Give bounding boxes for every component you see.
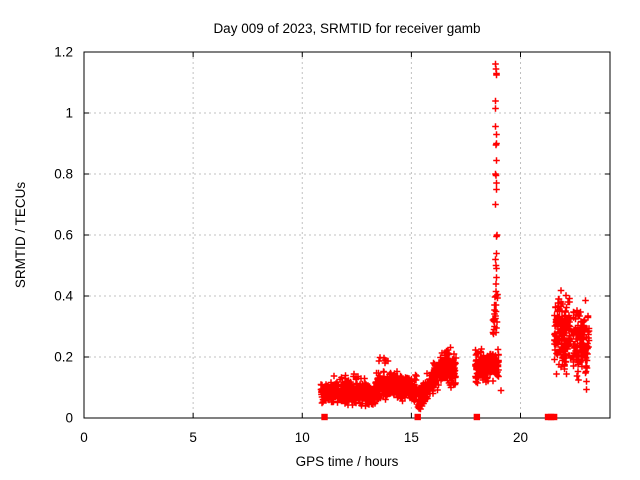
svg-text:15: 15 [404,430,419,445]
svg-text:0.4: 0.4 [54,289,73,304]
baseline-event-markers [321,413,558,421]
y-axis-label: SRMTID / TECUs [13,182,28,289]
svg-text:0.8: 0.8 [54,167,73,182]
svg-text:0.2: 0.2 [54,350,73,365]
gridlines [84,52,610,418]
chart-title: Day 009 of 2023, SRMTID for receiver gam… [213,21,480,36]
plot-border [83,51,611,419]
svg-text:5: 5 [189,430,197,445]
x-tick-labels: 0 5 10 15 20 [80,430,528,445]
svg-text:1: 1 [65,106,73,121]
x-axis-label: GPS time / hours [296,454,399,469]
axis-ticks [83,51,610,419]
y-tick-labels: 0 0.2 0.4 0.6 0.8 1 1.2 [54,45,73,426]
svg-text:10: 10 [295,430,310,445]
svg-text:1.2: 1.2 [54,45,73,60]
data-points [317,60,593,413]
svg-text:0: 0 [65,411,73,426]
svg-text:20: 20 [513,430,528,445]
svg-text:0: 0 [80,430,88,445]
svg-text:0.6: 0.6 [54,228,73,243]
